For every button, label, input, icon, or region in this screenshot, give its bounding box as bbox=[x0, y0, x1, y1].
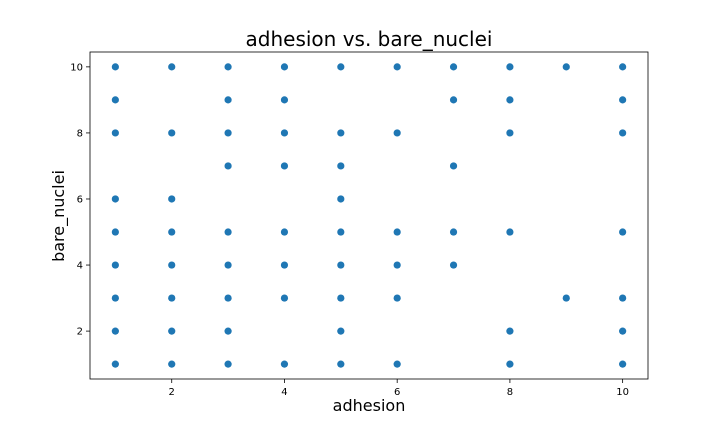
plot-area bbox=[89, 51, 649, 380]
data-point bbox=[393, 129, 401, 137]
data-point bbox=[224, 261, 232, 269]
data-point bbox=[280, 63, 289, 71]
data-point bbox=[168, 63, 176, 71]
data-point bbox=[506, 129, 514, 137]
data-point bbox=[111, 327, 119, 335]
axis-ticks: 2 4 6 8 10 2 4 6 8 10 bbox=[70, 62, 629, 398]
data-point bbox=[619, 129, 627, 137]
data-point bbox=[449, 96, 458, 104]
data-point bbox=[168, 228, 176, 236]
data-point bbox=[506, 360, 514, 368]
y-tick-label: 10 bbox=[70, 62, 83, 73]
data-point bbox=[280, 261, 289, 269]
data-point bbox=[393, 228, 401, 236]
x-tick-label: 10 bbox=[616, 387, 629, 398]
data-point bbox=[337, 294, 345, 302]
data-point bbox=[393, 63, 401, 71]
data-point bbox=[168, 129, 176, 137]
data-point bbox=[111, 228, 119, 236]
data-point bbox=[337, 162, 345, 170]
data-point bbox=[168, 294, 176, 302]
data-point bbox=[280, 360, 289, 368]
chart-title: adhesion vs. bare_nuclei bbox=[246, 27, 493, 51]
y-tick-label: 8 bbox=[77, 128, 83, 139]
x-tick-label: 6 bbox=[394, 387, 400, 398]
data-point bbox=[280, 228, 289, 236]
data-point bbox=[111, 294, 119, 302]
y-tick-label: 6 bbox=[77, 194, 83, 205]
y-axis-label: bare_nuclei bbox=[49, 170, 69, 262]
x-axis-label: adhesion bbox=[333, 396, 406, 415]
data-point bbox=[562, 294, 570, 302]
data-point bbox=[449, 63, 458, 71]
data-point bbox=[280, 294, 289, 302]
data-point bbox=[224, 294, 232, 302]
data-point bbox=[337, 129, 345, 137]
data-point bbox=[111, 360, 119, 368]
data-point bbox=[393, 360, 401, 368]
data-point bbox=[337, 195, 345, 203]
data-point bbox=[449, 162, 458, 170]
data-point bbox=[619, 294, 627, 302]
data-point bbox=[168, 360, 176, 368]
data-point bbox=[224, 129, 232, 137]
data-point bbox=[111, 63, 119, 71]
data-point bbox=[224, 162, 232, 170]
data-point bbox=[619, 228, 627, 236]
data-point bbox=[224, 63, 232, 71]
data-point bbox=[449, 228, 458, 236]
data-point bbox=[393, 261, 401, 269]
data-point bbox=[337, 261, 345, 269]
data-point bbox=[111, 129, 119, 137]
data-point bbox=[111, 96, 119, 104]
data-point bbox=[506, 228, 514, 236]
data-point bbox=[224, 327, 232, 335]
data-point bbox=[224, 96, 232, 104]
data-point bbox=[337, 327, 345, 335]
data-point bbox=[280, 129, 289, 137]
data-point bbox=[168, 195, 176, 203]
data-point bbox=[168, 327, 176, 335]
data-point bbox=[337, 228, 345, 236]
data-point bbox=[506, 327, 514, 335]
data-point bbox=[224, 360, 232, 368]
data-point bbox=[111, 195, 119, 203]
data-point bbox=[111, 261, 119, 269]
data-point bbox=[168, 261, 176, 269]
data-point bbox=[337, 360, 345, 368]
data-point bbox=[506, 63, 514, 71]
data-point bbox=[449, 261, 458, 269]
data-point bbox=[337, 63, 345, 71]
data-point bbox=[280, 96, 289, 104]
x-tick-label: 4 bbox=[281, 387, 287, 398]
data-point bbox=[393, 294, 401, 302]
data-point bbox=[619, 63, 627, 71]
data-point bbox=[506, 96, 514, 104]
y-tick-label: 2 bbox=[77, 327, 83, 338]
x-tick-label: 2 bbox=[169, 387, 175, 398]
data-point bbox=[619, 327, 627, 335]
data-point bbox=[619, 360, 627, 368]
data-point bbox=[619, 96, 627, 104]
plot-frame bbox=[89, 51, 649, 380]
data-point bbox=[280, 162, 289, 170]
data-point bbox=[224, 228, 232, 236]
x-tick-label: 8 bbox=[507, 387, 513, 398]
y-tick-label: 4 bbox=[77, 261, 83, 272]
data-point bbox=[562, 63, 570, 71]
